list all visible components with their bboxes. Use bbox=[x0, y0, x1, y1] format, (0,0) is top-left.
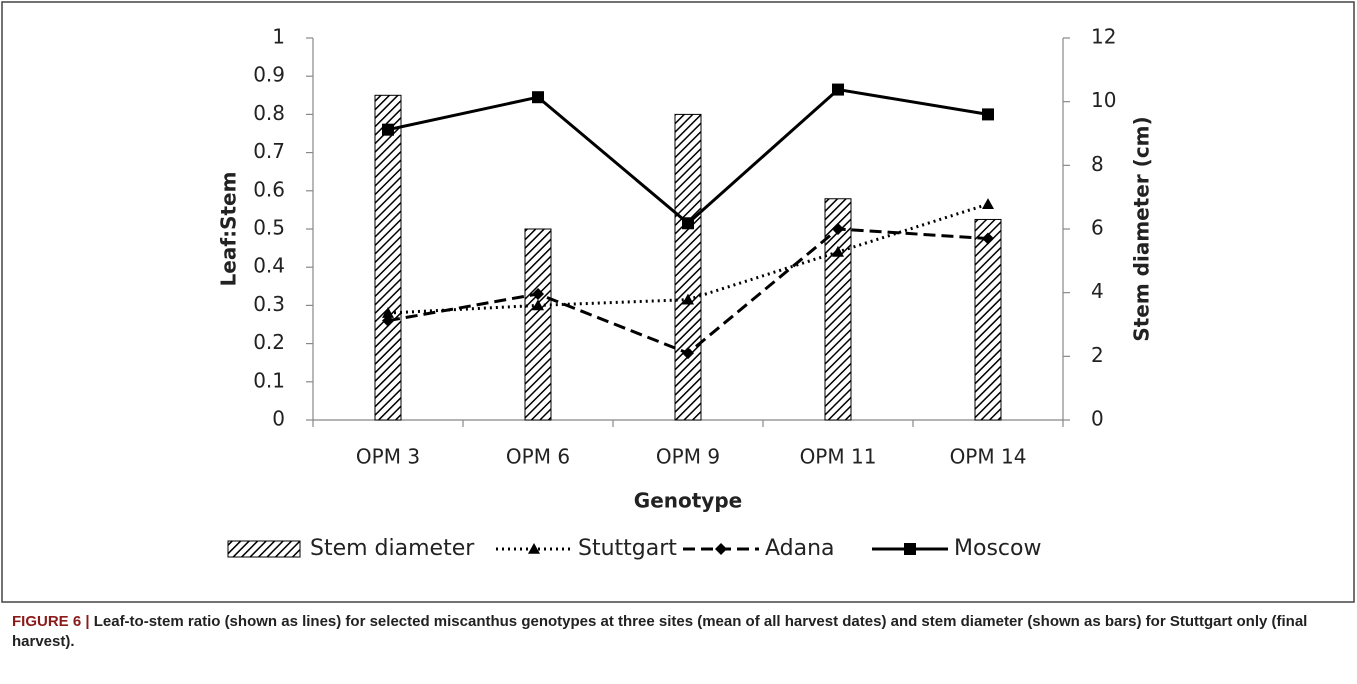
y2-tick-label: 8 bbox=[1091, 152, 1104, 176]
line-marker bbox=[682, 293, 694, 305]
line-marker bbox=[532, 287, 544, 300]
legend-marker bbox=[528, 543, 540, 554]
line-marker bbox=[532, 91, 544, 104]
x-tick-label: OPM 3 bbox=[356, 445, 420, 469]
y2-tick-label: 10 bbox=[1091, 88, 1116, 112]
y-tick-label: 1 bbox=[272, 25, 285, 49]
chart-frame bbox=[1, 1, 1355, 603]
legend-swatch bbox=[227, 540, 301, 558]
legend-label: Stem diameter bbox=[310, 536, 475, 561]
line-marker bbox=[832, 223, 844, 235]
line-marker bbox=[982, 232, 994, 245]
caption: FIGURE 6 | Leaf-to-stem ratio (shown as … bbox=[12, 612, 1332, 652]
line-marker bbox=[682, 347, 694, 360]
line-marker bbox=[382, 307, 394, 318]
y2-tick-label: 6 bbox=[1091, 216, 1104, 240]
bar bbox=[374, 94, 402, 421]
x-tick-label: OPM 14 bbox=[950, 445, 1027, 469]
line-marker bbox=[832, 83, 844, 96]
y-axis-title: Leaf:Stem bbox=[217, 172, 241, 287]
y2-tick-label: 4 bbox=[1091, 279, 1104, 303]
x-tick-label: OPM 9 bbox=[656, 445, 720, 469]
y-tick-label: 0.9 bbox=[253, 63, 285, 87]
bar bbox=[524, 228, 552, 421]
y-tick-label: 0.2 bbox=[253, 330, 285, 354]
bar bbox=[674, 113, 702, 421]
legend-label: Adana bbox=[765, 536, 835, 561]
legend-label: Moscow bbox=[954, 536, 1041, 561]
legend-marker bbox=[904, 543, 916, 555]
y-tick-label: 0.7 bbox=[253, 139, 285, 163]
y-tick-label: 0.3 bbox=[253, 292, 285, 316]
caption-text: Leaf-to-stem ratio (shown as lines) for … bbox=[12, 613, 1308, 650]
line-marker bbox=[532, 299, 544, 311]
y-tick-label: 0.4 bbox=[253, 254, 285, 278]
x-axis-title: Genotype bbox=[634, 489, 742, 513]
legend-label: Stuttgart bbox=[578, 536, 677, 561]
y-tick-label: 0.6 bbox=[253, 177, 285, 201]
line-marker bbox=[382, 123, 394, 136]
y2-tick-label: 2 bbox=[1091, 343, 1104, 367]
line-marker bbox=[982, 198, 994, 209]
line-marker bbox=[382, 314, 394, 327]
y2-tick-label: 0 bbox=[1091, 407, 1104, 431]
line-marker bbox=[682, 217, 694, 230]
x-tick-label: OPM 6 bbox=[506, 445, 570, 469]
bar bbox=[974, 218, 1002, 421]
figure-label: FIGURE 6 | bbox=[12, 613, 90, 630]
legend-marker bbox=[715, 543, 727, 555]
y2-tick-label: 12 bbox=[1091, 25, 1116, 49]
line-marker bbox=[832, 245, 844, 257]
y-tick-label: 0.5 bbox=[253, 216, 285, 240]
line-marker bbox=[982, 108, 994, 121]
x-tick-label: OPM 11 bbox=[800, 445, 877, 469]
y-tick-label: 0.1 bbox=[253, 368, 285, 392]
y2-axis-title: Stem diameter (cm) bbox=[1130, 116, 1154, 341]
y-tick-label: 0.8 bbox=[253, 101, 285, 125]
y-tick-label: 0 bbox=[272, 407, 285, 431]
